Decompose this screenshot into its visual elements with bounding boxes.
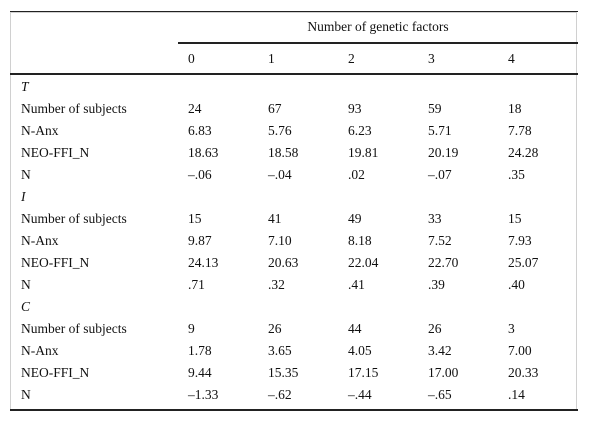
cell: –.07 xyxy=(428,167,452,182)
cell: .41 xyxy=(348,277,365,292)
cell: 26 xyxy=(428,321,442,336)
cell: 41 xyxy=(268,211,282,226)
cell: 20.33 xyxy=(508,365,539,380)
cell: 93 xyxy=(348,101,362,116)
cell: 22.70 xyxy=(428,255,459,270)
row-label: N xyxy=(21,277,31,292)
cell: 26 xyxy=(268,321,282,336)
row-label: N-Anx xyxy=(21,343,59,358)
cell: 3 xyxy=(508,321,515,336)
column-header: 0 xyxy=(188,51,195,66)
cell: 25.07 xyxy=(508,255,539,270)
cell: 7.52 xyxy=(428,233,452,248)
cell: 24 xyxy=(188,101,202,116)
cell: 7.78 xyxy=(508,123,532,138)
cell: .14 xyxy=(508,387,525,402)
column-header: 1 xyxy=(268,51,275,66)
cell: 18 xyxy=(508,101,522,116)
cell: 5.71 xyxy=(428,123,452,138)
cell: 9.44 xyxy=(188,365,212,380)
cell: .02 xyxy=(348,167,365,182)
cell: 4.05 xyxy=(348,343,372,358)
cell: 5.76 xyxy=(268,123,292,138)
cell: –.44 xyxy=(348,387,372,402)
cell: .32 xyxy=(268,277,285,292)
cell: 18.63 xyxy=(188,145,219,160)
header-rule xyxy=(10,73,578,75)
cell: .40 xyxy=(508,277,525,292)
cell: 3.65 xyxy=(268,343,292,358)
cell: 15 xyxy=(508,211,522,226)
cell: 15.35 xyxy=(268,365,299,380)
column-header: 3 xyxy=(428,51,435,66)
row-label: N-Anx xyxy=(21,233,59,248)
cell: 7.93 xyxy=(508,233,532,248)
cell: 15 xyxy=(188,211,202,226)
section-label: T xyxy=(21,79,29,94)
cell: 8.18 xyxy=(348,233,372,248)
row-label: NEO-FFI_N xyxy=(21,145,90,160)
cell: 1.78 xyxy=(188,343,212,358)
section-label: I xyxy=(21,189,26,204)
cell: 20.19 xyxy=(428,145,459,160)
column-header: 2 xyxy=(348,51,355,66)
cell: –.65 xyxy=(428,387,452,402)
cell: –1.33 xyxy=(188,387,219,402)
cell: 24.13 xyxy=(188,255,219,270)
group-header: Number of genetic factors xyxy=(307,19,449,34)
cell: 9.87 xyxy=(188,233,212,248)
bottom-rule xyxy=(10,409,578,411)
cell: 7.10 xyxy=(268,233,292,248)
top-rule xyxy=(10,11,578,12)
row-label: Number of subjects xyxy=(21,101,127,116)
cell: 20.63 xyxy=(268,255,299,270)
row-label: NEO-FFI_N xyxy=(21,365,90,380)
cell: 17.00 xyxy=(428,365,459,380)
column-header: 4 xyxy=(508,51,515,66)
cell: 6.23 xyxy=(348,123,372,138)
cell: 3.42 xyxy=(428,343,452,358)
cell: .71 xyxy=(188,277,205,292)
cell: 18.58 xyxy=(268,145,299,160)
cell: –.06 xyxy=(188,167,212,182)
row-label: Number of subjects xyxy=(21,321,127,336)
cell: 6.83 xyxy=(188,123,212,138)
cell: 9 xyxy=(188,321,195,336)
cell: 49 xyxy=(348,211,362,226)
cell: 33 xyxy=(428,211,442,226)
cell: –.62 xyxy=(268,387,292,402)
cell: .35 xyxy=(508,167,525,182)
cell: .39 xyxy=(428,277,445,292)
cell: 24.28 xyxy=(508,145,539,160)
cell: 17.15 xyxy=(348,365,379,380)
section-label: C xyxy=(21,299,31,314)
group-rule xyxy=(178,42,578,44)
row-label: Number of subjects xyxy=(21,211,127,226)
row-label: NEO-FFI_N xyxy=(21,255,90,270)
cell: 22.04 xyxy=(348,255,379,270)
row-label: N-Anx xyxy=(21,123,59,138)
cell: 44 xyxy=(348,321,362,336)
cell: 19.81 xyxy=(348,145,379,160)
cell: 59 xyxy=(428,101,442,116)
cell: –.04 xyxy=(268,167,292,182)
cell: 7.00 xyxy=(508,343,532,358)
row-label: N xyxy=(21,387,31,402)
cell: 67 xyxy=(268,101,282,116)
row-label: N xyxy=(21,167,31,182)
